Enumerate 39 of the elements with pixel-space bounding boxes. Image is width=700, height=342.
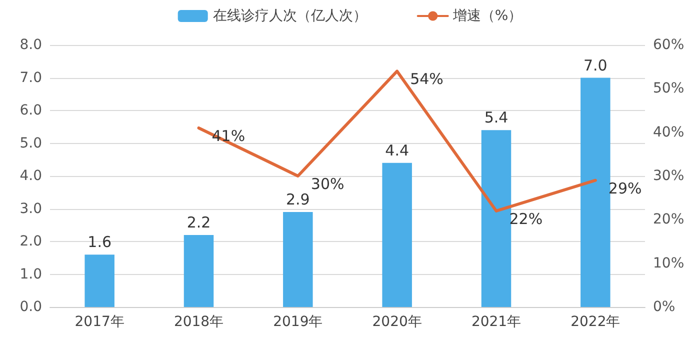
data-label: 30% — [310, 175, 344, 193]
data-label: 2.2 — [186, 213, 211, 232]
data-label: 2.9 — [286, 190, 310, 209]
y-tick-label: 2.0 — [20, 234, 42, 250]
data-label: 1.6 — [88, 233, 112, 252]
line-series — [197, 70, 597, 212]
x-tick-label: 2019年 — [273, 314, 323, 330]
bar — [84, 254, 114, 307]
y-tick-label: 4.0 — [20, 168, 42, 184]
bar — [481, 130, 512, 307]
x-tick-label: 2018年 — [174, 314, 224, 330]
y-tick-label: 0.0 — [20, 299, 42, 315]
data-label: 7.0 — [583, 56, 608, 74]
y-tick-label: 1.0 — [20, 266, 42, 282]
legend-label: 在线诊疗人次（亿人次） — [212, 8, 367, 24]
y-tick-label: 3.0 — [20, 200, 42, 217]
x-tick-label: 2020年 — [372, 314, 422, 330]
y2-tick-label: 20% — [653, 212, 684, 228]
y-tick-label: 6.0 — [20, 102, 42, 118]
data-label: 4.4 — [385, 141, 410, 160]
legend-label: 增速（%） — [452, 8, 522, 24]
y-tick-label: 5.0 — [20, 135, 42, 152]
y2-tick-label: 50% — [653, 80, 684, 97]
x-tick-label: 2017年 — [74, 314, 124, 330]
y2-tick-label: 0% — [653, 299, 676, 315]
data-label: 5.4 — [484, 108, 508, 127]
y-tick-label: 8.0 — [20, 37, 42, 53]
y2-tick-label: 60% — [653, 37, 684, 53]
bar — [580, 78, 610, 307]
bar — [184, 234, 214, 307]
x-tick-label: 2021年 — [471, 314, 522, 330]
y-tick-label: 7.0 — [20, 70, 42, 86]
data-label: 54% — [410, 70, 444, 88]
bar — [382, 162, 412, 307]
y2-tick-label: 40% — [653, 124, 684, 140]
x-tick-label: 2022年 — [570, 314, 620, 330]
y2-tick-label: 10% — [653, 255, 684, 272]
bar — [283, 212, 313, 307]
y2-tick-label: 30% — [653, 168, 684, 184]
